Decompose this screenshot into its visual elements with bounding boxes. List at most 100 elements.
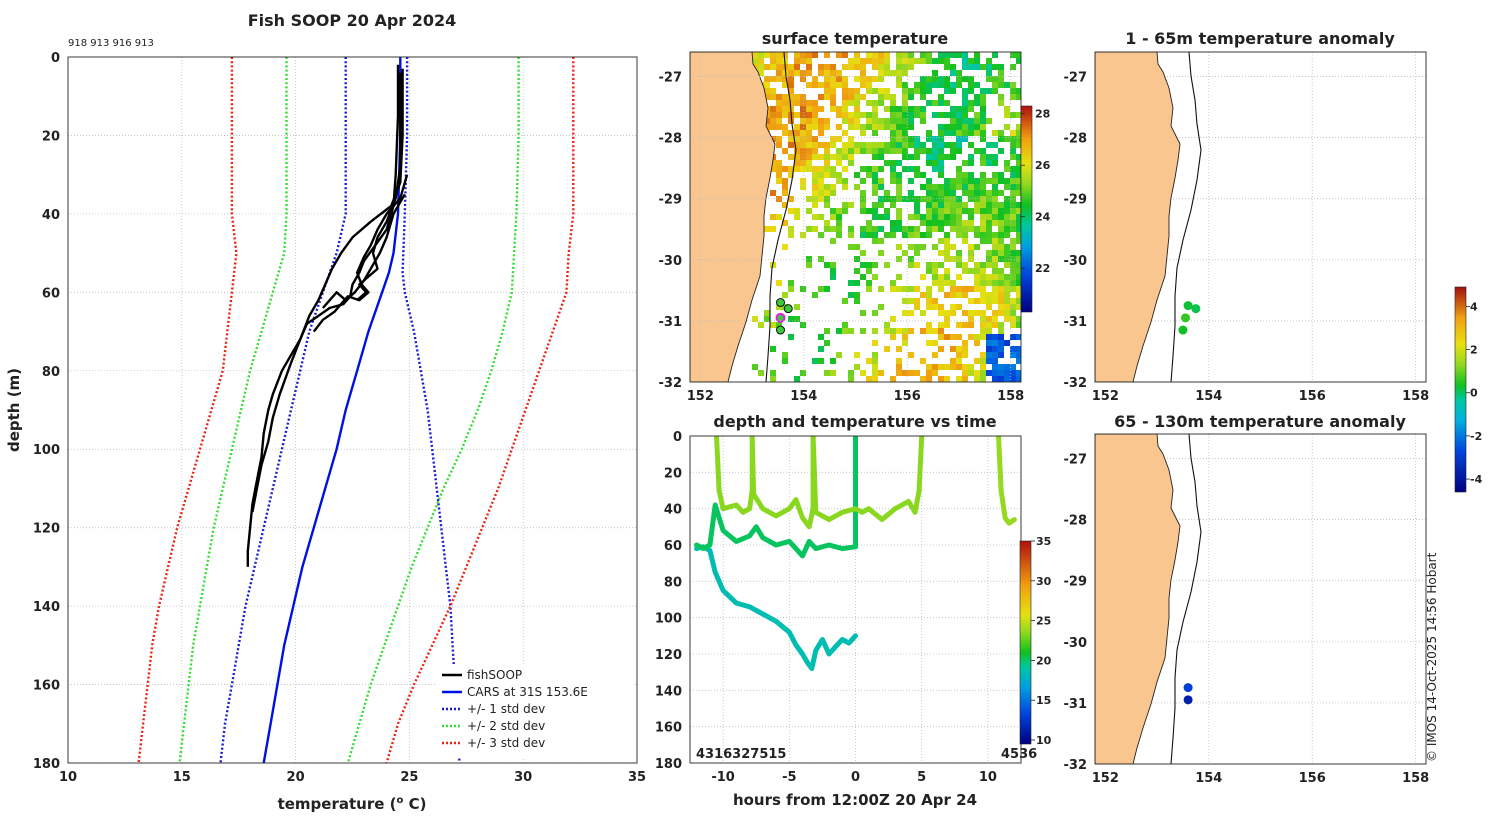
sst-cell [1016, 316, 1021, 322]
sst-cell [776, 214, 782, 220]
sst-cell [920, 358, 926, 364]
sst-cell [788, 100, 794, 106]
sst-cell [854, 112, 860, 118]
sst-cell [860, 112, 866, 118]
sst-cell [950, 310, 956, 316]
sst-cell [782, 70, 788, 76]
sst-cell [848, 64, 854, 70]
anomaly-shallow-ytick-label: -28 [1064, 132, 1088, 147]
sst-cell [974, 184, 980, 190]
profile-ylabel: depth (m) [5, 368, 23, 452]
profile-ytick-label: 140 [33, 600, 60, 615]
profile-series-fishsoop [246, 64, 400, 567]
profile-xtick-label: 10 [59, 770, 77, 785]
sst-cell [944, 82, 950, 88]
sst-cell [974, 376, 980, 382]
sst-cell [920, 292, 926, 298]
sst-cell [998, 376, 1004, 382]
sst-cell [974, 244, 980, 250]
sst-cell [908, 52, 914, 58]
sst-cell [962, 64, 968, 70]
sst-cell [986, 280, 992, 286]
sst-cell [920, 184, 926, 190]
sst-cell [932, 160, 938, 166]
sst-cell [1016, 214, 1021, 220]
sst-cell [938, 190, 944, 196]
anomaly-deep-ytick-label: -31 [1064, 697, 1088, 712]
sst-cell [902, 310, 908, 316]
sst-cell [998, 178, 1004, 184]
sst-cell [866, 172, 872, 178]
sst-cell [884, 214, 890, 220]
sst-cell [1016, 238, 1021, 244]
anomaly-shallow-shelf-contour [1170, 52, 1202, 382]
sst-cell [776, 172, 782, 178]
sst-cell [998, 352, 1004, 358]
sst-cell [1004, 262, 1010, 268]
sst-cell [770, 106, 776, 112]
sst-cell [890, 166, 896, 172]
sst-cell [992, 334, 998, 340]
sst-cell [968, 256, 974, 262]
sst-cell [782, 166, 788, 172]
sst-cell [1016, 358, 1021, 364]
sst-cell [932, 274, 938, 280]
sst-cell [824, 124, 830, 130]
profile-ytick-label: 40 [42, 208, 60, 223]
time-depth-ytick-label: 100 [655, 612, 682, 627]
sst-cell [812, 226, 818, 232]
sst-cell [962, 310, 968, 316]
sst-cell [824, 190, 830, 196]
sst-cell [872, 190, 878, 196]
sst-cell [794, 70, 800, 76]
sst-cell [1004, 160, 1010, 166]
sst-cell [980, 214, 986, 220]
sst-colorbar [1020, 105, 1033, 313]
sst-cell [968, 178, 974, 184]
sst-cell [980, 184, 986, 190]
sst-cell [872, 76, 878, 82]
sst-cell [794, 208, 800, 214]
sst-cell [776, 58, 782, 64]
sst-cell [950, 148, 956, 154]
sst-cell [842, 184, 848, 190]
sst-cell [872, 178, 878, 184]
sst-cell [812, 76, 818, 82]
sst-cell [1004, 292, 1010, 298]
sst-cell [818, 106, 824, 112]
sst-cell [806, 130, 812, 136]
sst-cell [1010, 130, 1016, 136]
time-depth-bottom-labels-right: 4536 [1001, 747, 1037, 762]
sst-cell [770, 64, 776, 70]
sst-cell [830, 154, 836, 160]
sst-cell [812, 142, 818, 148]
sst-cell [824, 226, 830, 232]
sst-cell [962, 88, 968, 94]
sst-cell [902, 106, 908, 112]
sst-cell [950, 214, 956, 220]
sst-cell [986, 292, 992, 298]
sst-cell [974, 52, 980, 58]
sst-cell [986, 118, 992, 124]
sst-cell [932, 136, 938, 142]
profile-xlabel-sup: o [396, 795, 403, 806]
legend-label-std1: +/- 1 std dev [467, 702, 545, 716]
sst-cell [992, 292, 998, 298]
sst-cell [908, 154, 914, 160]
sst-cell [866, 286, 872, 292]
sst-cell [818, 82, 824, 88]
sst-cell [992, 352, 998, 358]
sst-cell [962, 376, 968, 382]
sst-cell [896, 370, 902, 376]
sst-cell [800, 118, 806, 124]
sst-cell [986, 316, 992, 322]
sst-cell [998, 130, 1004, 136]
sst-cell [974, 82, 980, 88]
sst-cell [788, 136, 794, 142]
sst-cell [770, 160, 776, 166]
sst-cell [932, 202, 938, 208]
sst-cell [854, 124, 860, 130]
sst-cell [914, 286, 920, 292]
sst-cell [794, 52, 800, 58]
anomaly-shallow-point [1181, 313, 1191, 323]
